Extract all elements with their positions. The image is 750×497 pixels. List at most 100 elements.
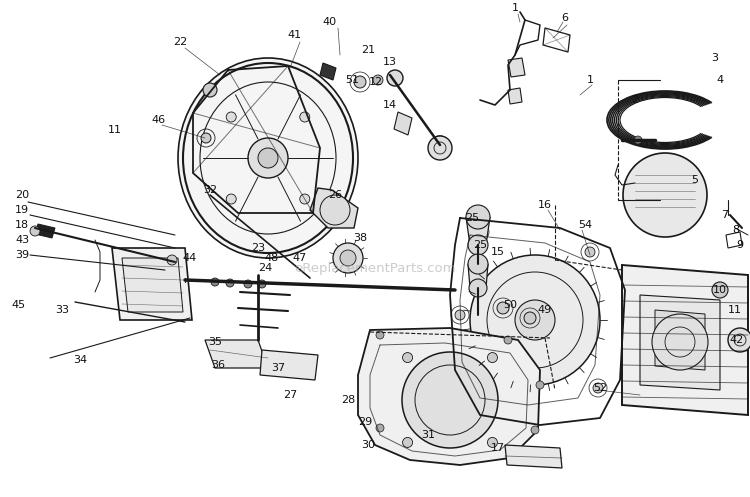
Circle shape xyxy=(376,424,384,432)
Polygon shape xyxy=(466,217,490,245)
Text: 26: 26 xyxy=(328,190,342,200)
Circle shape xyxy=(623,153,707,237)
Text: 50: 50 xyxy=(503,300,517,310)
Text: 18: 18 xyxy=(15,220,29,230)
Ellipse shape xyxy=(178,58,358,258)
Circle shape xyxy=(248,138,288,178)
Text: 27: 27 xyxy=(283,390,297,400)
Circle shape xyxy=(403,352,412,363)
Circle shape xyxy=(728,328,750,352)
Circle shape xyxy=(475,227,485,237)
Text: 19: 19 xyxy=(15,205,29,215)
Text: 23: 23 xyxy=(251,243,265,253)
Circle shape xyxy=(211,278,219,286)
Circle shape xyxy=(244,280,252,288)
Text: 16: 16 xyxy=(538,200,552,210)
Text: 15: 15 xyxy=(491,247,505,257)
Text: 22: 22 xyxy=(173,37,188,47)
Text: 1: 1 xyxy=(512,3,518,13)
Text: 30: 30 xyxy=(361,440,375,450)
Circle shape xyxy=(403,437,412,447)
Text: 42: 42 xyxy=(730,335,744,345)
Circle shape xyxy=(340,250,356,266)
Circle shape xyxy=(466,205,490,229)
Polygon shape xyxy=(655,310,705,370)
Circle shape xyxy=(373,75,383,85)
Text: 21: 21 xyxy=(361,45,375,55)
Text: 25: 25 xyxy=(473,240,487,250)
Text: 3: 3 xyxy=(712,53,718,63)
Circle shape xyxy=(515,300,555,340)
Text: 47: 47 xyxy=(292,253,307,263)
Circle shape xyxy=(226,194,236,204)
Polygon shape xyxy=(394,112,412,135)
Text: 25: 25 xyxy=(465,213,479,223)
Text: 11: 11 xyxy=(728,305,742,315)
Circle shape xyxy=(354,76,366,88)
Text: 7: 7 xyxy=(722,210,728,220)
Circle shape xyxy=(497,302,509,314)
Text: 17: 17 xyxy=(491,443,505,453)
Text: 31: 31 xyxy=(421,430,435,440)
Polygon shape xyxy=(205,340,268,368)
Circle shape xyxy=(203,83,217,97)
Circle shape xyxy=(488,437,497,447)
Circle shape xyxy=(504,336,512,344)
Circle shape xyxy=(431,136,449,154)
Circle shape xyxy=(470,255,600,385)
Text: 46: 46 xyxy=(151,115,165,125)
Text: 10: 10 xyxy=(713,285,727,295)
Polygon shape xyxy=(505,445,562,468)
Circle shape xyxy=(30,226,40,236)
Circle shape xyxy=(333,243,363,273)
Circle shape xyxy=(320,195,350,225)
Polygon shape xyxy=(622,265,748,415)
Text: 24: 24 xyxy=(258,263,272,273)
Circle shape xyxy=(712,282,728,298)
Circle shape xyxy=(226,112,236,122)
Circle shape xyxy=(468,235,488,255)
Polygon shape xyxy=(640,295,720,390)
Text: 29: 29 xyxy=(358,417,372,427)
Text: 11: 11 xyxy=(108,125,122,135)
Text: 9: 9 xyxy=(736,240,743,250)
Circle shape xyxy=(455,310,465,320)
Text: 52: 52 xyxy=(593,383,607,393)
Circle shape xyxy=(524,312,536,324)
Text: 49: 49 xyxy=(538,305,552,315)
Text: 45: 45 xyxy=(11,300,25,310)
Text: 38: 38 xyxy=(353,233,367,243)
Text: 12: 12 xyxy=(369,77,383,87)
Polygon shape xyxy=(35,224,55,238)
Circle shape xyxy=(465,403,475,413)
Text: 6: 6 xyxy=(562,13,568,23)
Circle shape xyxy=(469,279,487,297)
Text: 54: 54 xyxy=(578,220,592,230)
Polygon shape xyxy=(508,88,522,104)
Text: 4: 4 xyxy=(716,75,724,85)
Circle shape xyxy=(376,331,384,339)
Circle shape xyxy=(634,136,642,144)
Text: 2: 2 xyxy=(632,95,638,105)
Circle shape xyxy=(536,381,544,389)
Text: 28: 28 xyxy=(340,395,355,405)
Polygon shape xyxy=(320,63,336,80)
Circle shape xyxy=(387,70,403,86)
Text: 34: 34 xyxy=(73,355,87,365)
Polygon shape xyxy=(260,350,318,380)
Circle shape xyxy=(167,255,177,265)
Text: 39: 39 xyxy=(15,250,29,260)
Text: 43: 43 xyxy=(15,235,29,245)
Circle shape xyxy=(402,352,498,448)
Circle shape xyxy=(258,280,266,288)
Text: 1: 1 xyxy=(586,75,593,85)
Circle shape xyxy=(428,136,452,160)
Circle shape xyxy=(201,133,211,143)
Polygon shape xyxy=(508,58,525,77)
Polygon shape xyxy=(358,328,540,465)
Polygon shape xyxy=(112,248,192,320)
Circle shape xyxy=(226,279,234,287)
Circle shape xyxy=(593,383,603,393)
Text: 51: 51 xyxy=(345,75,359,85)
Text: 36: 36 xyxy=(211,360,225,370)
